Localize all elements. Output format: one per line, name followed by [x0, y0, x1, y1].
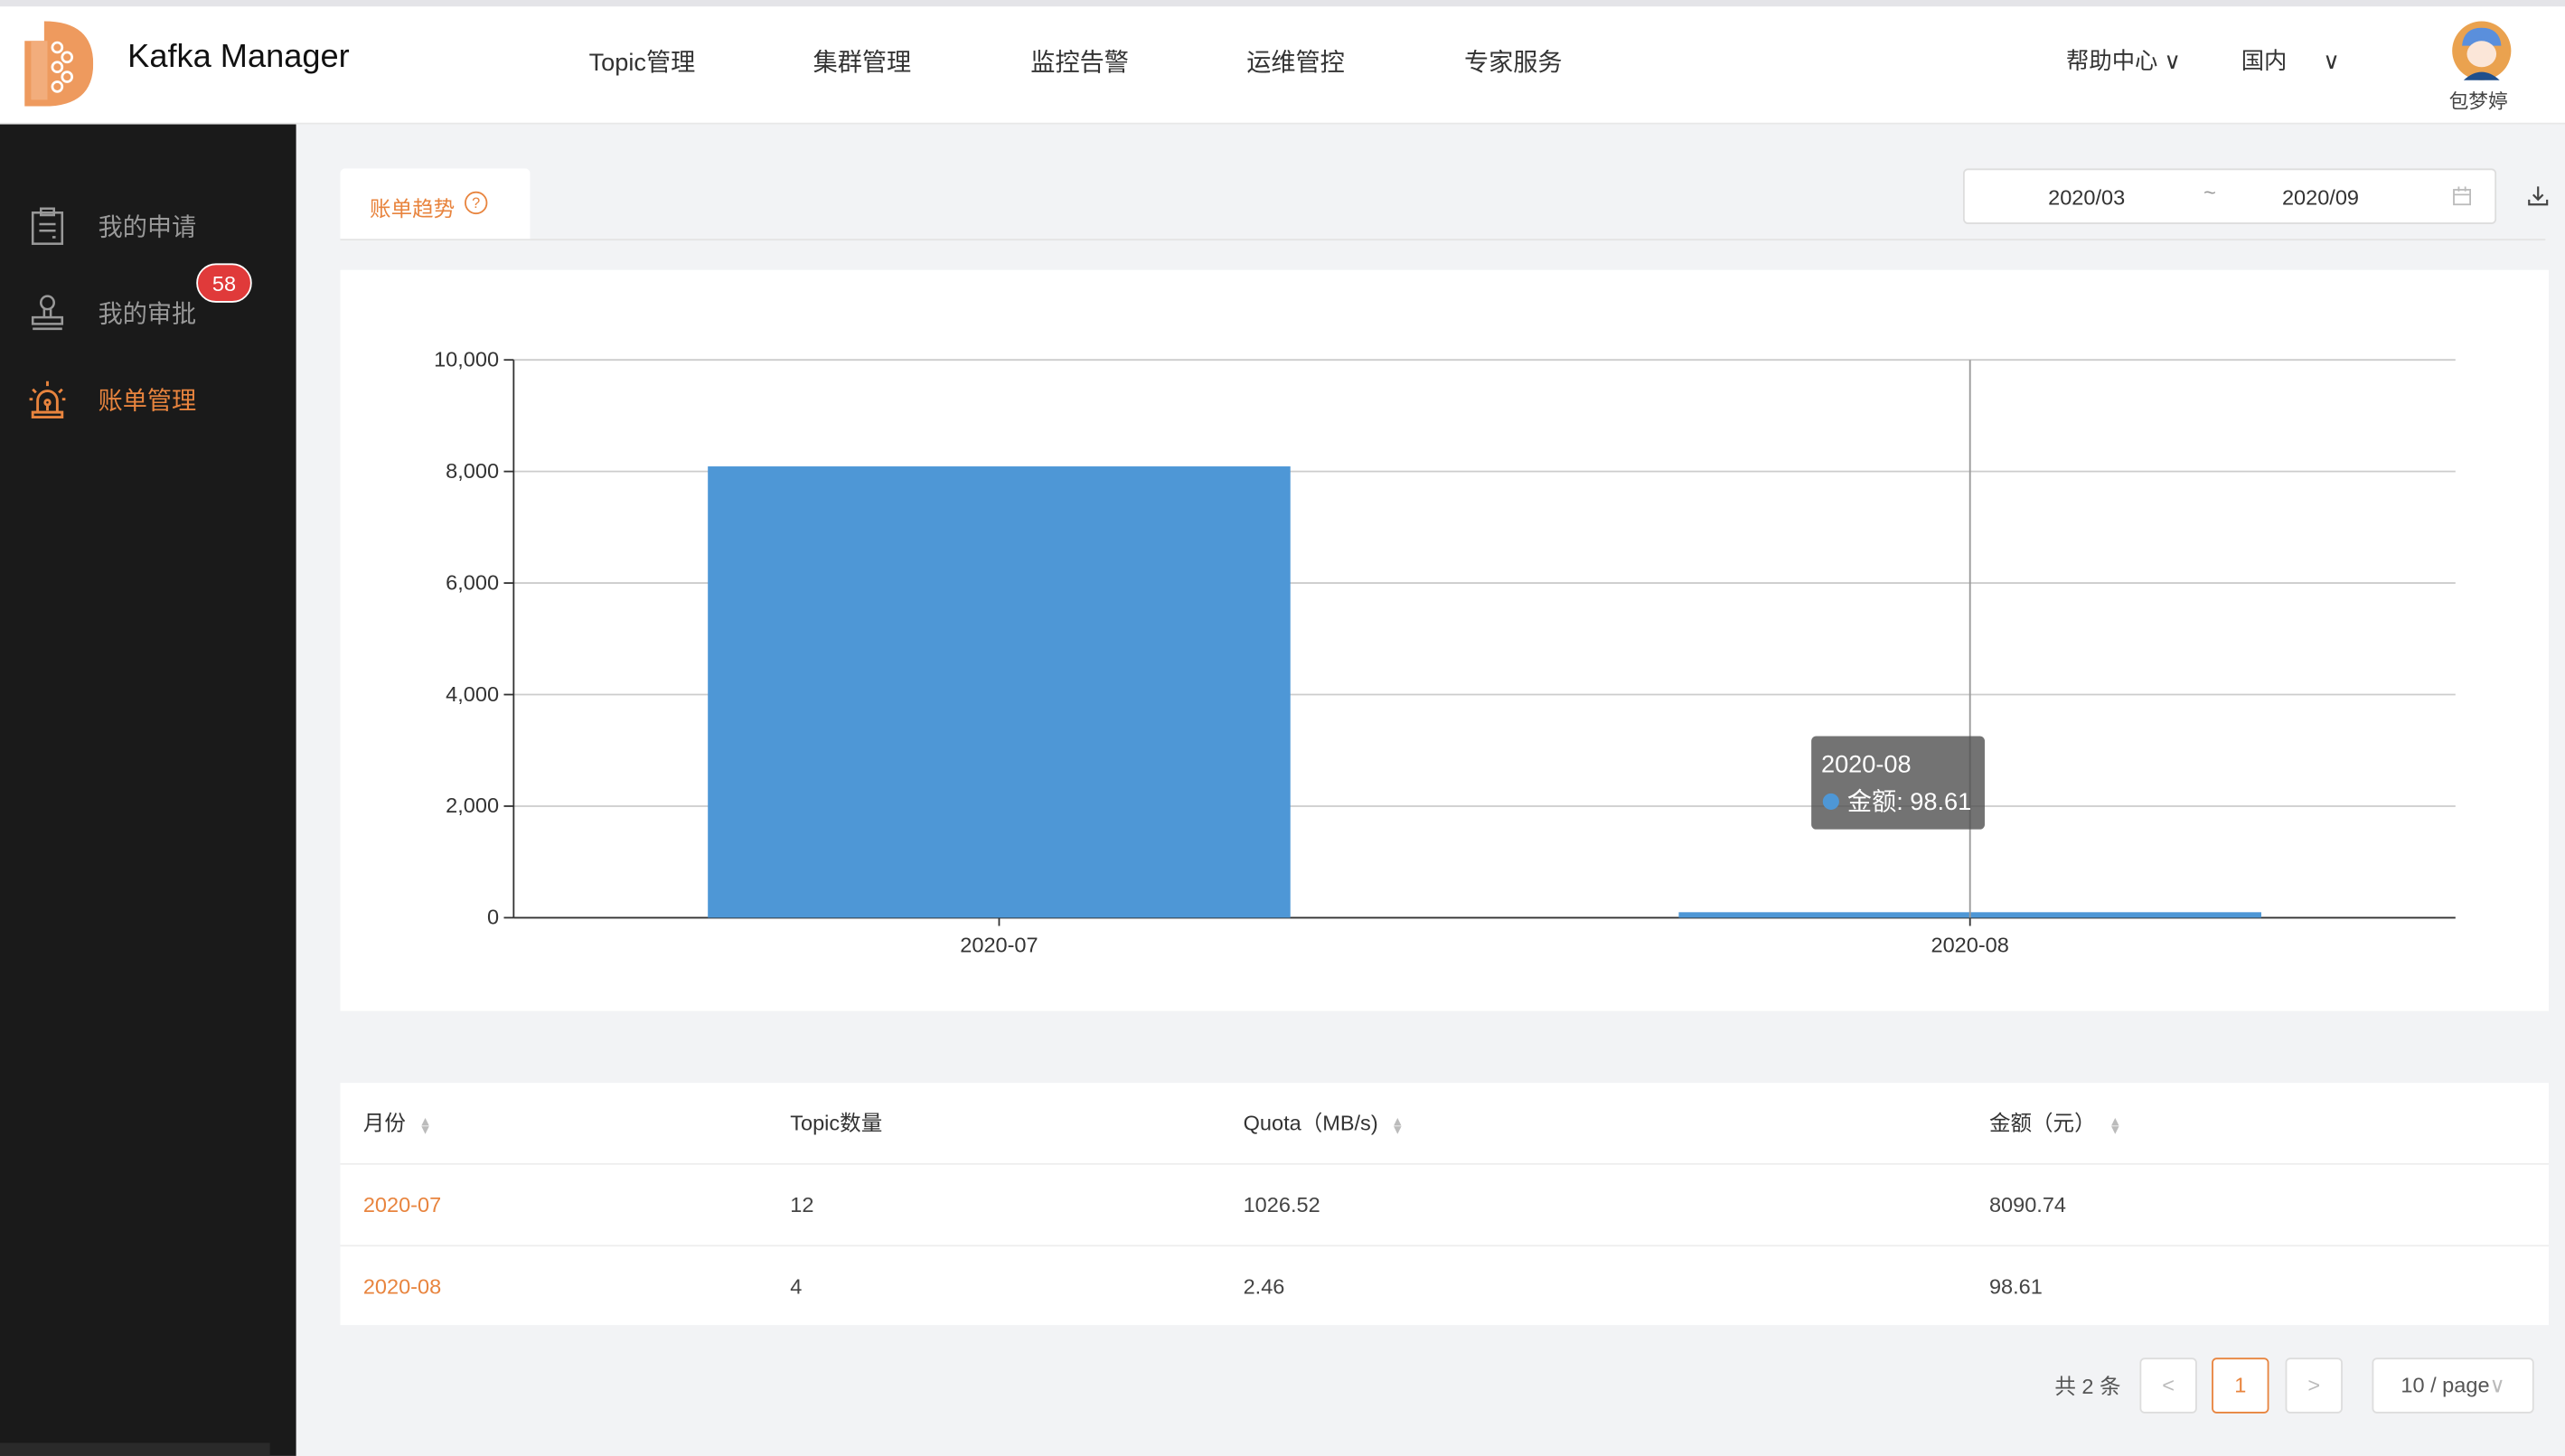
app-title: Kafka Manager	[127, 39, 350, 76]
nav-topic[interactable]: Topic管理	[588, 49, 696, 78]
sidebar-scrollbar[interactable]	[0, 1442, 270, 1456]
sidebar-item-my-approvals[interactable]: 我的审批	[0, 280, 296, 345]
page-size-select[interactable]: 10 / page∨	[2372, 1357, 2534, 1414]
chart-card: 0 2,000 4,000 6,000 8,000 10,000 2020-07 2020-0…	[340, 269, 2549, 1011]
month-link[interactable]: 2020-07	[362, 1192, 442, 1217]
stamp-icon	[31, 295, 64, 331]
col-label: 月份	[362, 1110, 406, 1136]
region-label: 国内	[2241, 47, 2288, 74]
col-label: Topic数量	[790, 1110, 883, 1136]
y-tick-label: 10,000	[434, 347, 499, 371]
sort-icon[interactable]: ▲ ▼	[2109, 1113, 2122, 1137]
y-tick-label: 0	[487, 906, 499, 929]
clipboard-icon	[31, 207, 64, 245]
page-1-button[interactable]: 1	[2212, 1357, 2269, 1414]
sidebar	[0, 124, 296, 1456]
next-page-button[interactable]: >	[2285, 1357, 2343, 1414]
tooltip-title: 2020-08	[1821, 749, 1912, 777]
approval-count-badge: 58	[196, 263, 252, 303]
col-header-amount[interactable]: 金额（元） ▲ ▼	[1989, 1083, 2121, 1163]
nav-monitor[interactable]: 监控告警	[1030, 49, 1129, 78]
y-tick-label: 2,000	[446, 794, 499, 817]
download-icon[interactable]	[2527, 185, 2549, 207]
y-tick-label: 6,000	[446, 570, 499, 594]
chevron-down-icon: ∨	[2489, 1372, 2505, 1397]
tooltip-series-dot	[1822, 793, 1839, 810]
col-header-topic-count: Topic数量	[790, 1083, 882, 1163]
nav-ops[interactable]: 运维管控	[1246, 49, 1345, 78]
y-tick-label: 8,000	[446, 459, 499, 483]
page-size-label: 10 / page	[2401, 1372, 2490, 1397]
top-border	[0, 0, 2565, 7]
y-tick-label: 4,000	[446, 682, 499, 706]
sidebar-item-label: 我的申请	[98, 214, 197, 242]
chevron-down-icon: ∨	[2157, 47, 2181, 74]
col-label: Quota（MB/s)	[1243, 1110, 1378, 1136]
sidebar-item-billing[interactable]: 账单管理	[0, 366, 296, 431]
topic-count: 4	[790, 1273, 803, 1300]
help-circle-icon[interactable]: ?	[465, 191, 488, 215]
avatar[interactable]	[2450, 20, 2513, 82]
sidebar-item-my-applications[interactable]: 我的申请	[0, 193, 296, 258]
x-tick-label: 2020-08	[1931, 933, 2009, 956]
user-name: 包梦婷	[2448, 89, 2508, 113]
table-row: 2020-08 4 2.46 98.61	[340, 1245, 2549, 1327]
sort-icon[interactable]: ▲ ▼	[1391, 1113, 1405, 1137]
sidebar-item-label: 我的审批	[98, 301, 197, 329]
date-range-picker[interactable]: 2020/03 ~ 2020/09	[1963, 168, 2497, 224]
quota: 1026.52	[1243, 1192, 1320, 1217]
amount: 98.61	[1988, 1273, 2043, 1300]
total-count: 共 2 条	[2054, 1374, 2121, 1399]
tab-divider	[340, 239, 2546, 241]
region-select[interactable]: 国内 ∨	[2241, 44, 2340, 77]
billing-table: 月份 ▲ ▼ Topic数量 Quota（MB/s) ▲ ▼ 金额（元） ▲ ▼ 2020-…	[340, 1083, 2549, 1327]
sort-icon[interactable]: ▲ ▼	[418, 1113, 432, 1137]
calendar-icon	[2453, 186, 2472, 206]
header	[0, 6, 2565, 125]
quota: 2.46	[1243, 1273, 1285, 1300]
month-link[interactable]: 2020-08	[362, 1273, 442, 1300]
chevron-down-icon: ∨	[2323, 47, 2340, 74]
help-label: 帮助中心	[2066, 47, 2158, 74]
prev-page-button[interactable]: <	[2139, 1357, 2197, 1414]
col-header-quota[interactable]: Quota（MB/s) ▲ ▼	[1244, 1083, 1405, 1163]
x-tick-label: 2020-07	[960, 933, 1038, 956]
logo-icon[interactable]	[24, 21, 94, 107]
topic-count: 12	[790, 1192, 814, 1217]
date-start[interactable]: 2020/03	[2048, 184, 2126, 210]
tab-billing-trend[interactable]: 账单趋势 ?	[340, 168, 531, 241]
nav-cluster[interactable]: 集群管理	[813, 49, 912, 78]
tooltip	[1811, 736, 1985, 830]
table-row: 2020-07 12 1026.52 8090.74	[340, 1162, 2549, 1245]
help-menu[interactable]: 帮助中心 ∨	[2066, 44, 2181, 77]
col-label: 金额（元）	[1988, 1110, 2096, 1136]
col-header-month[interactable]: 月份 ▲ ▼	[363, 1083, 432, 1163]
tab-label: 账单趋势	[370, 196, 456, 221]
amount: 8090.74	[1988, 1192, 2067, 1217]
nav-expert[interactable]: 专家服务	[1463, 49, 1563, 78]
date-end[interactable]: 2020/09	[2281, 184, 2360, 210]
bill-trend-chart: 0 2,000 4,000 6,000 8,000 10,000 2020-07 2020-0…	[434, 347, 2456, 956]
date-separator: ~	[2203, 180, 2216, 205]
bar-2020-07[interactable]	[708, 466, 1291, 918]
sidebar-item-label: 账单管理	[98, 387, 197, 416]
tooltip-value: 金额: 98.61	[1847, 787, 1971, 815]
alarm-light-icon	[29, 380, 66, 418]
